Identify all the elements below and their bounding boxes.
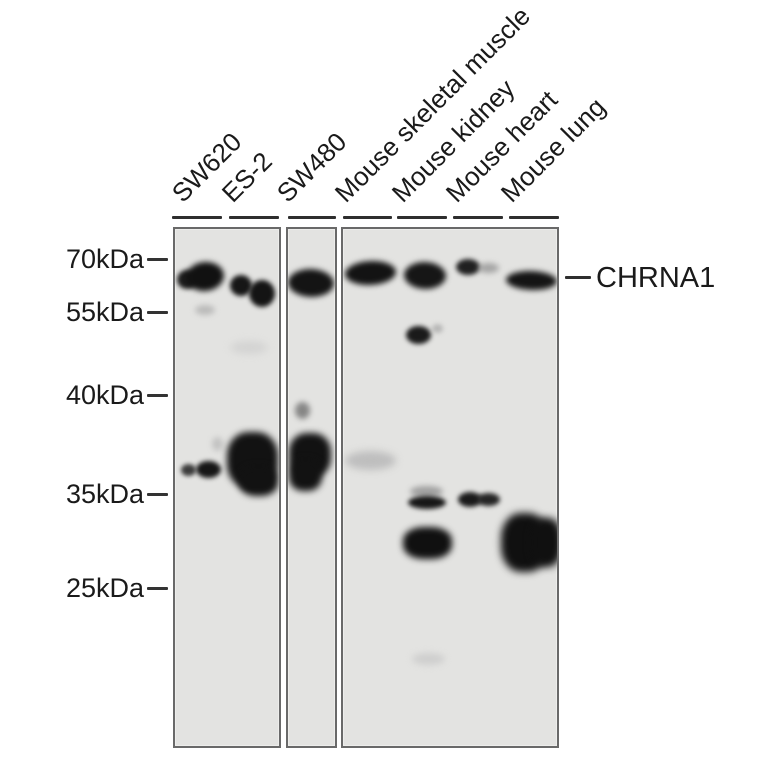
band [288,268,335,298]
band [505,270,557,291]
blot-panel-1 [175,229,279,746]
lane-tick [397,216,447,219]
blot-panel-3 [343,229,557,746]
band [403,261,447,290]
band [477,493,500,506]
band [456,259,480,275]
band [410,486,443,497]
mw-label: 35kDa [65,479,144,509]
band [408,496,446,509]
target-pointer-dash [565,276,591,279]
band [406,326,431,344]
band [295,402,310,419]
lane-tick [172,216,222,219]
band [195,305,215,315]
band [478,263,499,273]
lane-tick [229,216,279,219]
band [230,341,268,354]
band [403,527,452,559]
band [458,492,482,507]
band [432,324,443,333]
band [239,466,278,496]
lane-tick [509,216,559,219]
lane-tick [343,216,392,219]
mw-label: 40kDa [65,380,144,410]
band [412,653,445,665]
band [249,280,275,307]
band [230,275,252,296]
target-label: CHRNA1 [596,262,716,294]
mw-tick [147,493,168,496]
mw-tick [147,311,168,314]
mw-tick [147,587,168,590]
band [531,518,557,567]
lane-tick [288,216,336,219]
band [345,451,396,470]
mw-label: 25kDa [65,573,144,603]
mw-label: 55kDa [65,297,144,327]
lane-tick [453,216,503,219]
band [289,459,322,491]
mw-tick [147,258,168,261]
band [181,464,196,476]
mw-tick [147,394,168,397]
band [196,461,221,478]
mw-label: 70kDa [65,244,144,274]
band [212,437,223,451]
blot-panel-2 [288,229,335,746]
band [344,259,397,287]
